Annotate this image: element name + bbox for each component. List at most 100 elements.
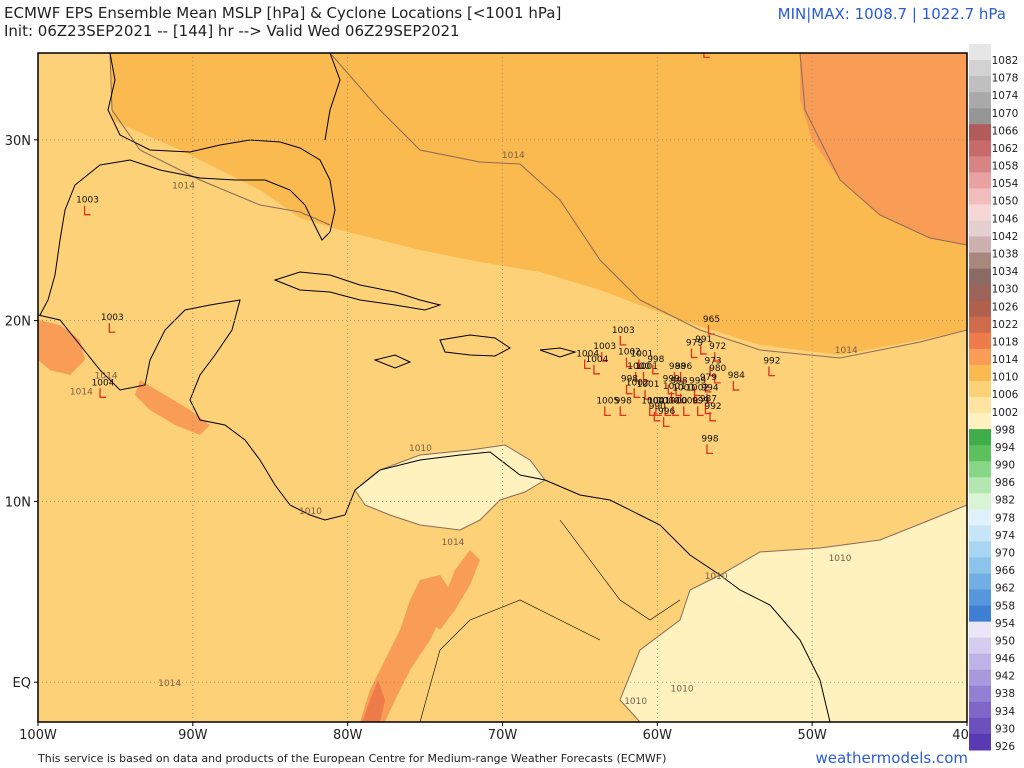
legend-tick-label: 1082 — [992, 55, 1019, 67]
low-symbol-icon — [604, 406, 611, 417]
cyclone-marker: 1004 — [585, 355, 609, 375]
legend-color-swatch — [969, 637, 991, 655]
cyclone-marker: 996 — [675, 362, 693, 382]
low-symbol-icon — [662, 417, 670, 427]
low-symbol-icon — [707, 325, 715, 335]
low-symbol-icon — [652, 364, 659, 375]
cyclone-pressure-label: 1000 — [675, 396, 698, 406]
legend-tick-label: 1002 — [992, 407, 1019, 419]
low-symbol-icon — [633, 388, 641, 398]
cyclone-marker: 1002 — [686, 384, 709, 404]
legend-color-swatch — [969, 589, 991, 607]
pressure-field-1010-south — [620, 505, 967, 722]
low-symbol-icon — [732, 381, 740, 391]
cyclone-pressure-label: 990 — [649, 402, 666, 412]
low-symbol-icon — [584, 359, 591, 370]
legend-color-swatch — [969, 477, 991, 494]
chart-title: ECMWF EPS Ensemble Mean MSLP [hPa] & Cyc… — [4, 4, 562, 22]
cyclone-marker: 990 — [649, 402, 666, 422]
legend-tick-label: 926 — [995, 741, 1015, 753]
low-symbol-icon — [638, 359, 645, 370]
legend-tick-label: 1054 — [992, 178, 1019, 190]
low-symbol-icon — [768, 366, 775, 377]
low-symbol-icon — [664, 406, 672, 417]
cyclone-marker: 1003 — [593, 342, 616, 362]
cyclone-pressure-label: 991 — [695, 335, 712, 345]
cyclone-pressure-label: 998 — [647, 355, 664, 365]
lon-tick-label: 90W — [178, 728, 208, 743]
low-symbol-icon — [625, 357, 633, 368]
low-symbol-icon — [670, 391, 678, 402]
low-symbol-icon — [714, 352, 721, 362]
legend-color-swatch — [969, 413, 991, 430]
lat-tick-label: EQ — [13, 676, 31, 691]
cyclone-pressure-label: 1004 — [576, 349, 599, 359]
cyclone-marker: 996 — [658, 407, 675, 427]
legend-tick-label: 1042 — [992, 231, 1019, 243]
cyclone-pressure-label: 998 — [621, 375, 638, 385]
cyclone-pressure-label: 999 — [689, 377, 706, 387]
cyclone-marker: 998 — [647, 355, 665, 375]
cyclone-locations: 1005100310031004100310031004100410021001… — [76, 53, 781, 455]
cyclone-pressure-label: 979 — [700, 373, 717, 383]
lat-tick-label: 30N — [5, 134, 31, 149]
legend-color-swatch — [969, 685, 991, 703]
cyclone-marker: 1001 — [635, 362, 658, 382]
cyclone-pressure-label: 992 — [763, 357, 780, 367]
low-symbol-icon — [704, 382, 712, 393]
legend-tick-label: 1078 — [992, 73, 1019, 85]
legend-tick-label: 1022 — [992, 319, 1019, 331]
isobar-value-label: 1010 — [705, 572, 728, 582]
low-symbol-icon — [673, 372, 681, 382]
legend-tick-label: 1010 — [992, 372, 1019, 384]
low-symbol-icon — [700, 344, 707, 355]
cyclone-pressure-label: 1005 — [596, 396, 619, 406]
cyclone-pressure-label: 980 — [709, 364, 726, 374]
legend-tick-label: 1070 — [992, 108, 1019, 120]
cyclone-marker: 1002 — [618, 348, 641, 368]
cyclone-pressure-label: 1000 — [627, 362, 650, 372]
cyclone-marker: 1000 — [675, 396, 698, 417]
legend-color-swatch — [969, 76, 991, 93]
pressure-field-andes — [360, 575, 450, 722]
legend-color-swatch — [969, 461, 991, 478]
cyclone-pressure-label: 999 — [663, 375, 680, 385]
legend-color-swatch — [969, 541, 991, 558]
cyclone-marker: 1001 — [637, 380, 659, 400]
legend-tick-label: 958 — [995, 600, 1015, 612]
cyclone-marker: 1000 — [657, 396, 680, 417]
lon-tick-label: 100W — [19, 728, 57, 743]
legend-tick-label: 990 — [995, 460, 1015, 472]
cyclone-pressure-label: 984 — [728, 371, 745, 381]
cyclone-pressure-label: 972 — [709, 342, 726, 352]
low-symbol-icon — [667, 384, 675, 395]
brand-link[interactable]: weathermodels.com — [815, 749, 968, 767]
low-symbol-icon — [83, 205, 91, 216]
cyclone-pressure-label: 1000 — [657, 396, 680, 406]
isobar-1014-gulf — [109, 53, 331, 226]
legend-color-swatch — [969, 220, 991, 238]
init-valid-line: Init: 06Z23SEP2021 -- [144] hr --> Valid… — [4, 22, 460, 40]
legend-tick-label: 930 — [995, 723, 1015, 735]
isobar-value-label: 1014 — [835, 346, 858, 356]
legend-tick-label: 950 — [995, 635, 1015, 647]
isobar-value-label: 1014 — [502, 151, 525, 161]
isobar-value-label: 1010 — [409, 444, 432, 454]
legend-color-swatch — [969, 268, 991, 286]
legend-tick-label: 938 — [995, 688, 1015, 700]
cyclone-pressure-label: 965 — [703, 315, 720, 325]
cyclone-pressure-label: 992 — [704, 402, 721, 412]
pressure-field-1010-colombia — [355, 445, 545, 530]
low-symbol-icon — [693, 393, 701, 404]
isobar-1018 — [799, 53, 967, 246]
legend-tick-label: 1074 — [992, 90, 1019, 102]
isobar-value-label: 1014 — [70, 388, 93, 398]
lon-tick-label: 50W — [797, 728, 827, 743]
min-max-readout: MIN|MAX: 1008.7 | 1022.7 hPa — [777, 5, 1006, 23]
legend-color-swatch — [969, 509, 991, 526]
cyclone-pressure-label: 996 — [658, 407, 675, 417]
cyclone-pressure-label: 994 — [701, 384, 718, 394]
legend-tick-label: 1030 — [992, 284, 1019, 296]
country-borders — [419, 519, 681, 722]
